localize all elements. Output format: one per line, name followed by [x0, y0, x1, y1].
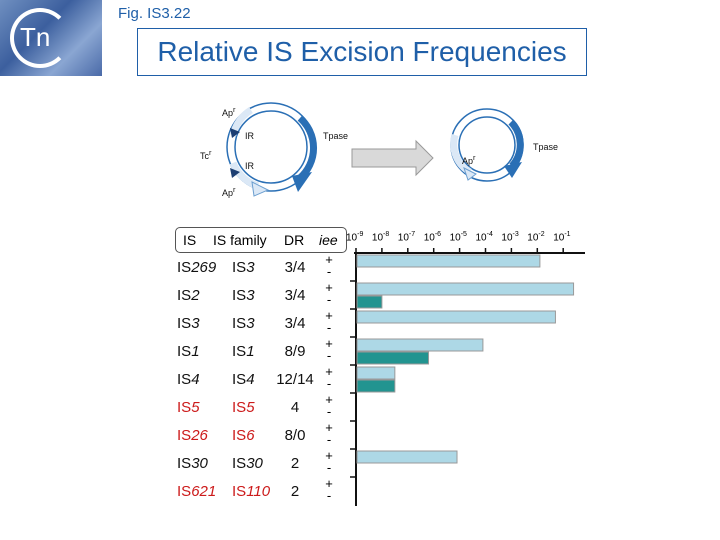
- row-dr: 4: [290, 399, 300, 416]
- row-is-name: IS30: [177, 455, 208, 472]
- label-apr-right: Apr: [462, 153, 476, 166]
- row-minus: -: [326, 432, 332, 447]
- row-dr: 3/4: [284, 259, 306, 276]
- row-plus: +: [325, 448, 333, 463]
- row-is-name: IS621: [177, 483, 217, 500]
- label-ir-2: IR: [245, 161, 254, 171]
- bar-IS269-plus: [356, 254, 541, 268]
- row-plus: +: [325, 476, 333, 491]
- row-minus: -: [326, 404, 332, 419]
- tick-label: 10-5: [449, 231, 467, 244]
- row-minus: -: [326, 460, 332, 475]
- bar-IS4-plus: [356, 366, 396, 380]
- row-minus: -: [326, 376, 332, 391]
- row-dr: 3/4: [284, 315, 306, 332]
- row-is-name: IS5: [177, 399, 200, 416]
- row-is-name: IS269: [177, 259, 217, 276]
- tick-label: 10-8: [371, 231, 390, 244]
- header-is: IS: [183, 232, 197, 248]
- row-family: IS1: [232, 343, 255, 360]
- row-family: IS110: [232, 483, 271, 500]
- header-iee: iee: [319, 232, 338, 248]
- tick-label: 10-7: [397, 231, 416, 244]
- row-plus: +: [325, 280, 333, 295]
- bar-IS1-plus: [356, 338, 484, 352]
- row-plus: +: [325, 336, 333, 351]
- page-title: Relative IS Excision Frequencies: [137, 28, 587, 76]
- row-is-name: IS2: [177, 287, 200, 304]
- row-family: IS3: [232, 259, 255, 276]
- row-family: IS4: [232, 371, 255, 388]
- tick-label: 10-4: [475, 231, 493, 244]
- table-header: IS IS family DR iee: [175, 227, 347, 253]
- label-tcr: Tcr: [200, 148, 212, 161]
- plasmid-right: [450, 108, 524, 182]
- figure-label: Fig. IS3.22: [118, 5, 191, 22]
- row-dr: 2: [290, 483, 300, 500]
- row-minus: -: [326, 348, 332, 363]
- row-dr: 12/14: [276, 371, 314, 388]
- label-tpase-right: Tpase: [533, 142, 559, 152]
- row-family: IS6: [232, 427, 255, 444]
- header-dr: DR: [284, 232, 305, 248]
- label-apr-bottom: Apr: [222, 185, 236, 198]
- bar-IS2-plus: [356, 282, 575, 296]
- row-minus: -: [326, 292, 332, 307]
- row-plus: +: [325, 420, 333, 435]
- bar-IS2-minus: [356, 295, 383, 309]
- label-apr-top: Apr: [222, 105, 236, 118]
- row-minus: -: [326, 320, 332, 335]
- row-family: IS3: [232, 287, 255, 304]
- bar-IS3-plus: [356, 310, 556, 324]
- tick-label: 10-9: [346, 231, 364, 244]
- label-tpase-left: Tpase: [323, 131, 349, 141]
- row-dr: 8/9: [284, 343, 306, 360]
- row-is-name: IS4: [177, 371, 200, 388]
- bar-IS4-minus: [356, 379, 396, 393]
- row-minus: -: [326, 264, 332, 279]
- tick-label: 10-3: [501, 231, 519, 244]
- tn-logo: Tn: [0, 0, 102, 76]
- row-is-name: IS1: [177, 343, 200, 360]
- row-dr: 3/4: [284, 287, 306, 304]
- excision-arrow: [351, 139, 434, 177]
- header-family: IS family: [213, 232, 267, 248]
- label-ir-1: IR: [245, 131, 254, 141]
- row-family: IS3: [232, 315, 255, 332]
- row-minus: -: [326, 488, 332, 503]
- logo-ring: [10, 8, 70, 68]
- plasmid-left: [226, 102, 317, 197]
- tick-label: 10-6: [423, 231, 442, 244]
- bar-IS30-plus: [356, 450, 458, 464]
- row-plus: +: [325, 364, 333, 379]
- tpase-arrow-right: [508, 119, 524, 169]
- tick-label: 10-1: [553, 231, 571, 244]
- row-family: IS30: [232, 455, 263, 472]
- row-plus: +: [325, 308, 333, 323]
- row-is-name: IS3: [177, 315, 200, 332]
- row-family: IS5: [232, 399, 255, 416]
- row-dr: 8/0: [284, 427, 306, 444]
- logo-text: Tn: [20, 22, 51, 52]
- bar-IS1-minus: [356, 351, 430, 365]
- row-plus: +: [325, 392, 333, 407]
- row-plus: +: [325, 252, 333, 267]
- row-is-name: IS26: [177, 427, 208, 444]
- tick-label: 10-2: [527, 231, 545, 244]
- tpase-arrow-left: [297, 115, 317, 181]
- row-dr: 2: [290, 455, 300, 472]
